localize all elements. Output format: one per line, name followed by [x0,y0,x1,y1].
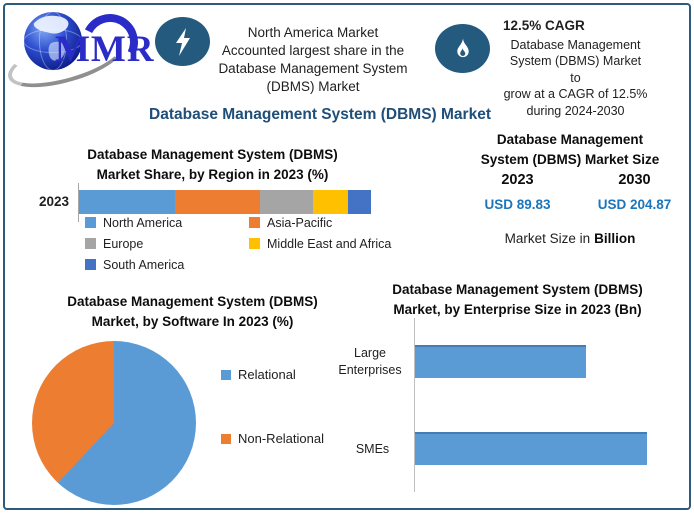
market-size-title: Database Management System (DBMS) Market… [450,130,690,170]
lightning-badge [155,17,210,66]
market-size-col-2030: 2030 USD 204.87 [572,172,694,212]
cagr-line: System (DBMS) Market to [509,54,642,85]
market-size-col-2023: 2023 USD 89.83 [455,172,580,212]
region-bar-segment-europe [260,190,313,214]
highlight-line: (DBMS) Market [266,79,360,94]
region-axis-line [78,183,79,222]
region-chart-title-line: Database Management System (DBMS) [87,147,338,162]
legend-item-relational: Relational [221,366,296,383]
enterprise-category-smes: SMEs [355,442,390,456]
legend-label: Relational [238,367,296,382]
legend-item-north-america: North America [85,214,182,231]
market-size-note: Market Size in Billion [450,231,690,246]
region-year-label: 2023 [38,194,69,209]
page-title: Database Management System (DBMS) Market [149,106,491,123]
market-size-year: 2023 [501,172,534,188]
market-size-note-unit: Billion [594,231,636,246]
legend-item-non-relational: Non-Relational [221,430,324,447]
region-bar-segment-south-america [347,190,371,214]
cagr-line: Database Management [510,37,641,52]
legend-swatch [85,259,96,270]
cagr-line: grow at a CAGR of 12.5% [503,87,648,101]
region-chart-title-line: Market Share, by Region in 2023 (%) [96,166,329,182]
enterprise-bar [415,345,586,378]
legend-item-europe: Europe [85,235,143,252]
software-chart-title-line: Market, by Software In 2023 (%) [91,313,294,329]
market-size-note-prefix: Market Size in [504,231,591,246]
enterprise-chart-title-line: Market, by Enterprise Size in 2023 (Bn) [393,301,642,317]
globe-icon [23,11,83,71]
legend-item-middle-east-africa: Middle East and Africa [249,235,391,252]
cagr-block: 12.5% CAGR Database Management System (D… [503,18,648,119]
legend-label: Asia-Pacific [267,215,333,230]
highlight-text: North America Market Accounted largest s… [203,24,423,96]
enterprise-category-large: Large Enterprises [338,346,402,377]
region-bar-segment-middle-east-and-africa [312,190,348,214]
flame-icon [456,37,469,57]
legend-swatch [249,217,260,228]
cagr-headline: 12.5% CAGR [503,18,585,33]
highlight-line: Accounted largest share in the [221,43,405,58]
cagr-line: during 2024-2030 [526,103,625,118]
market-size-year: 2030 [618,172,651,188]
software-chart-title: Database Management System (DBMS) Market… [20,292,365,331]
software-chart-title-line: Database Management System (DBMS) [67,294,318,309]
legend-item-asia-pacific: Asia-Pacific [249,214,332,231]
mmr-logo: MMR [2,6,160,98]
highlight-line: Database Management System [218,61,408,76]
flame-badge [435,24,490,73]
legend-swatch [249,238,260,249]
legend-item-south-america: South America [85,256,184,273]
legend-label: Middle East and Africa [267,236,392,251]
region-chart-title: Database Management System (DBMS) Market… [30,145,395,184]
infographic-frame [3,3,691,510]
lightning-icon [175,27,190,56]
legend-label: South America [103,257,185,272]
enterprise-chart-title: Database Management System (DBMS) Market… [350,280,685,319]
highlight-line: North America Market [247,25,379,40]
legend-label: Europe [103,236,144,251]
enterprise-chart-title-line: Database Management System (DBMS) [392,282,643,297]
legend-swatch [85,217,96,228]
region-stacked-bar [79,190,371,214]
market-size-title-line: System (DBMS) Market Size [480,152,660,167]
market-size-title-line: Database Management [496,132,644,147]
legend-swatch [85,238,96,249]
market-size-value: USD 204.87 [597,197,672,212]
region-bar-segment-north-america [79,190,176,214]
logo-text: MMR [55,29,155,70]
legend-label: North America [103,215,183,230]
enterprise-axis-line [414,318,415,492]
enterprise-bar [415,432,647,465]
legend-swatch [221,369,231,380]
legend-swatch [221,433,231,444]
software-pie-chart [32,341,196,505]
legend-label: Non-Relational [238,431,324,446]
market-size-value: USD 89.83 [484,197,551,212]
region-bar-segment-asia-pacific [175,190,261,214]
